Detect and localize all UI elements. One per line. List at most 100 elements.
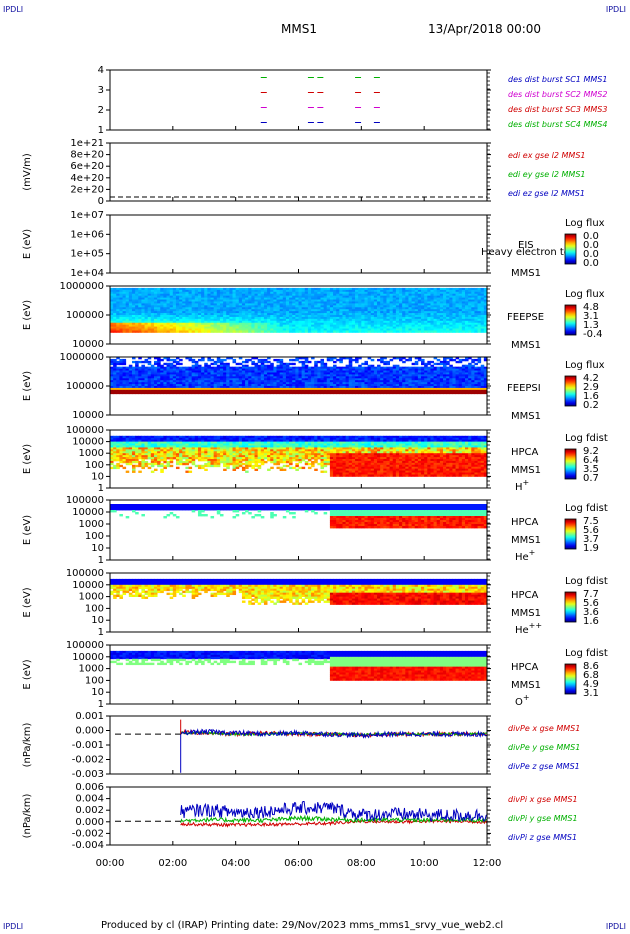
spectrogram-cell [443, 287, 447, 291]
spectrogram-cell [113, 387, 117, 391]
spectrogram-cell [257, 295, 262, 298]
spectrogram-cell [314, 318, 318, 322]
spectrogram-cell [175, 326, 180, 329]
spectrogram-cell [452, 326, 456, 329]
spectrogram-cell [411, 313, 416, 316]
spectrogram-cell [304, 315, 309, 318]
spectrogram-cell [307, 307, 312, 310]
spectrogram-cell [358, 389, 362, 393]
spectrogram-cell [116, 380, 120, 383]
spectrogram-cell [314, 382, 318, 385]
spectrogram-cell [323, 387, 328, 391]
spectrogram-cell [417, 372, 422, 375]
spectrogram-cell [238, 387, 243, 391]
spectrogram-cell [483, 372, 487, 375]
spectrogram-cell [351, 382, 356, 385]
spectrogram-cell [147, 389, 152, 393]
spectrogram-cell [169, 328, 174, 331]
spectrogram-cell [285, 391, 290, 395]
spectrogram-cell [361, 366, 365, 369]
spectrogram-cell [433, 357, 438, 360]
spectrogram-cell [257, 311, 262, 314]
spectrogram-cell [446, 311, 450, 314]
spectrogram-cell [465, 297, 469, 300]
spectrogram-cell [399, 291, 403, 295]
spectrogram-cell [355, 301, 359, 304]
spectrogram-cell [163, 295, 167, 298]
spectrogram-cell [289, 305, 293, 308]
spectrogram-cell [449, 324, 453, 327]
spectrogram-cell [229, 387, 233, 391]
spectrogram-cell [138, 315, 142, 318]
spectrogram-cell [289, 384, 293, 387]
spectrogram-cell [150, 389, 155, 393]
spectrogram-cell [433, 289, 438, 293]
spectrogram-cell [179, 368, 183, 371]
spectrogram-cell [411, 305, 416, 308]
spectrogram-cell [408, 387, 412, 391]
spectrogram-cell [122, 313, 127, 316]
spectrogram-cell [226, 322, 230, 326]
spectrogram-cell [370, 293, 375, 297]
spectrogram-cell [417, 305, 422, 308]
spectrogram-cell [110, 291, 114, 295]
spectrogram-cell [452, 320, 456, 324]
spectrogram-cell [383, 322, 387, 326]
spectrogram-cell [131, 372, 136, 375]
spectrogram-cell [411, 384, 416, 387]
spectrogram-cell [270, 311, 274, 314]
spectrogram-cell [370, 364, 375, 368]
spectrogram-cell [216, 295, 221, 298]
spectrogram-cell [204, 322, 208, 326]
spectrogram-cell [336, 328, 340, 331]
spectrogram-cell [364, 366, 369, 369]
spectrogram-cell [298, 387, 303, 391]
spectrogram-cell [248, 305, 252, 308]
spectrogram-cell [144, 378, 149, 381]
spectrogram-cell [116, 297, 120, 300]
spectrogram-cell [260, 380, 265, 383]
spectrogram-cell [446, 391, 450, 395]
spectrogram-cell [392, 366, 397, 369]
spectrogram-cell [219, 307, 224, 310]
spectrogram-cell [411, 315, 416, 318]
spectrogram-cell [204, 326, 208, 329]
spectrogram-cell [326, 287, 331, 291]
spectrogram-cell [163, 387, 167, 391]
spectrogram-cell [273, 368, 277, 371]
spectrogram-cell [455, 291, 460, 295]
spectrogram-cell [201, 324, 205, 327]
spectrogram-cell [147, 295, 152, 298]
spectrogram-cell [386, 324, 391, 327]
spectrogram-cell [433, 301, 438, 304]
spectrogram-cell [439, 307, 444, 310]
spectrogram-cell [229, 328, 233, 331]
spectrogram-cell [367, 389, 372, 393]
spectrogram-cell [141, 366, 145, 369]
spectrogram-cell [119, 305, 123, 308]
spectrogram-cell [270, 330, 274, 333]
spectrogram-cell [477, 318, 482, 322]
spectrogram-cell [188, 291, 193, 295]
spectrogram-cell [135, 307, 139, 310]
spectrogram-cell [446, 313, 450, 316]
spectrogram-cell [355, 389, 359, 393]
spectrogram-cell [226, 287, 230, 291]
spectrogram-cell [197, 364, 202, 368]
spectrogram-cell [238, 378, 243, 381]
spectrogram-cell [254, 287, 259, 291]
spectrogram-cell [138, 295, 142, 298]
spectrogram-cell [248, 378, 252, 381]
spectrogram-cell [210, 330, 215, 333]
spectrogram-cell [373, 301, 378, 304]
spectrogram-cell [138, 326, 142, 329]
spectrogram-cell [188, 289, 193, 293]
spectrogram-cell [301, 382, 306, 385]
spectrogram-cell [307, 330, 312, 333]
spectrogram-cell [232, 307, 237, 310]
spectrogram-cell [477, 374, 482, 377]
spectrogram-cell [110, 466, 114, 470]
spectrogram-cell [229, 313, 233, 316]
spectrogram-cell [377, 293, 381, 297]
spectrogram-cell [172, 370, 177, 373]
